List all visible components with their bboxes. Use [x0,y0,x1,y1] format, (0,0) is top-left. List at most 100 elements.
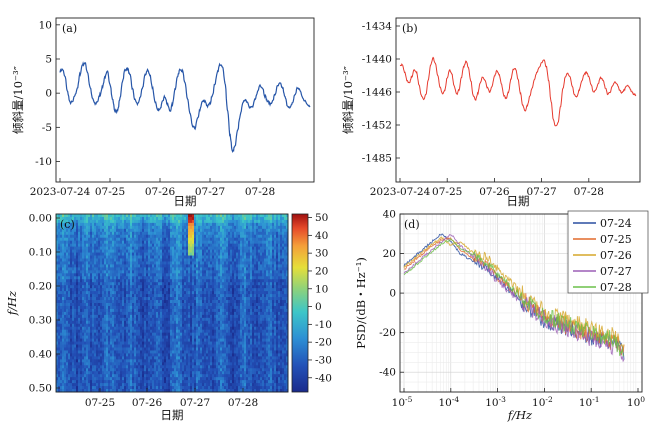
heatmap-cell [240,249,243,253]
heatmap-cell [132,305,135,310]
heatmap-cell [234,246,237,250]
heatmap-cell [74,303,77,307]
heatmap-cell [276,261,279,265]
heatmap-cell [68,270,71,274]
heatmap-cell [104,219,107,224]
heatmap-cell [246,228,249,233]
heatmap-cell [80,305,83,310]
heatmap-cell [192,249,195,253]
heatmap-cell [220,255,223,259]
heatmap-cell [188,338,191,342]
heatmap-cell [116,240,119,245]
heatmap-cell [58,249,61,253]
heatmap-cell [96,225,99,230]
heatmap-cell [208,246,211,250]
heatmap-cell [178,279,181,283]
heatmap-cell [192,219,195,224]
heatmap-cell [276,258,279,262]
heatmap-cell [174,237,177,242]
heatmap-cell [246,297,249,301]
heatmap-cell [280,317,283,322]
heatmap-cell [202,323,205,328]
heatmap-cell [256,314,259,319]
heatmap-cell [280,255,283,259]
heatmap-cell [68,234,71,239]
heatmap-cell [220,231,223,236]
heatmap-cell [252,332,255,337]
heatmap-cell [192,317,195,322]
heatmap-cell [214,237,217,242]
heatmap-cell [262,311,265,316]
heatmap-cell [166,249,169,253]
heatmap-cell [72,300,75,304]
heatmap-cell [216,282,219,286]
heatmap-cell [270,225,273,230]
heatmap-cell [270,264,273,268]
heatmap-cell [268,267,271,271]
heatmap-cell [272,332,275,337]
heatmap-cell [178,329,181,334]
heatmap-cell [232,216,235,221]
panel-a-y-label: 倾斜量/10⁻³″ [11,65,25,134]
heatmap-cell [212,225,215,230]
heatmap-cell [266,297,269,301]
heatmap-cell [230,219,233,224]
heatmap-cell [214,326,217,331]
heatmap-cell [76,228,79,233]
heatmap-cell [116,308,119,313]
heatmap-cell [190,252,193,256]
heatmap-cell [242,252,245,256]
heatmap-cell [284,270,287,274]
heatmap-cell [226,237,229,242]
heatmap-cell [168,264,171,268]
heatmap-cell [154,305,157,310]
heatmap-cell [84,267,87,271]
heatmap-cell [158,300,161,304]
heatmap-cell [100,326,103,331]
heatmap-cell [278,243,281,248]
heatmap-cell [180,279,183,283]
heatmap-cell [58,261,61,265]
heatmap-cell [218,246,221,250]
heatmap-cell [154,231,157,236]
heatmap-cell [224,216,227,221]
heatmap-cell [270,252,273,256]
heatmap-cell [186,234,189,239]
heatmap-cell [96,329,99,334]
heatmap-cell [196,320,199,325]
heatmap-cell [174,288,177,292]
heatmap-cell [108,216,111,221]
heatmap-cell [150,249,153,253]
heatmap-cell [78,264,81,268]
heatmap-cell [174,270,177,274]
heatmap-cell [86,314,89,319]
heatmap-cell [78,216,81,221]
heatmap-cell [84,240,87,245]
heatmap-cell [242,300,245,304]
heatmap-cell [144,273,147,277]
heatmap-cell [112,279,115,283]
heatmap-cell [116,214,119,218]
heatmap-cell [114,326,117,331]
heatmap-cell [182,311,185,316]
heatmap-cell [150,246,153,250]
heatmap-cell [138,255,141,259]
heatmap-cell [108,252,111,256]
heatmap-cell [220,225,223,230]
x-tick-label: 07-26 [145,186,176,198]
heatmap-cell [138,270,141,274]
heatmap-cell [254,216,257,221]
heatmap-cell [174,320,177,325]
heatmap-cell [286,249,289,253]
heatmap-cell [242,276,245,280]
heatmap-cell [68,320,71,325]
heatmap-cell [188,219,191,224]
heatmap-cell [254,288,257,292]
heatmap-cell [210,214,213,218]
heatmap-cell [256,225,259,230]
heatmap-cell [150,326,153,331]
heatmap-cell [162,300,165,304]
heatmap-cell [266,276,269,280]
heatmap-cell [196,222,199,227]
heatmap-cell [252,225,255,230]
